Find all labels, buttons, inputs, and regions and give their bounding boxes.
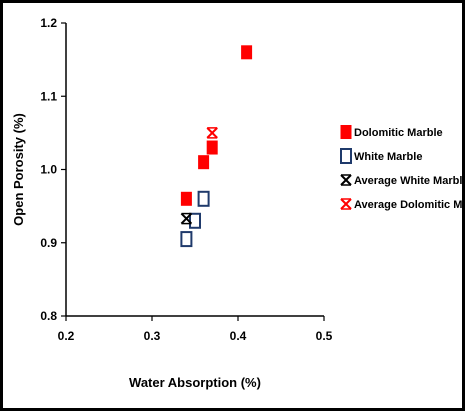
y-tick-label: 1.2 xyxy=(40,16,57,30)
average-white-marble-point xyxy=(180,212,193,225)
x-tick-label: 0.2 xyxy=(58,329,75,343)
x-tick-label: 0.3 xyxy=(144,329,161,343)
white-marble-point xyxy=(189,212,201,229)
white-marble-point xyxy=(180,231,193,248)
dolomitic-marble-point xyxy=(180,191,192,206)
x-tick-label: 0.5 xyxy=(316,329,333,343)
y-tick-label: 1.1 xyxy=(40,89,57,103)
x-axis-title: Water Absorption (%) xyxy=(129,375,261,390)
legend: Dolomitic Marble White Marble Average Whit… xyxy=(340,125,462,211)
y-tick-label: 0.8 xyxy=(40,309,57,323)
white-marble-point xyxy=(197,190,210,207)
legend-label-average-white-marble: Average White Marble xyxy=(354,175,462,187)
legend-marker-dolomitic-marble xyxy=(340,125,352,139)
dolomitic-marble-point xyxy=(241,45,253,60)
x-tick-label: 0.4 xyxy=(230,329,247,343)
data-points xyxy=(180,45,253,248)
legend-label-white-marble: White Marble xyxy=(354,151,422,163)
y-tick-label: 0.9 xyxy=(40,236,57,250)
legend-marker-white-marble xyxy=(340,148,352,164)
legend-label-average-dolomitic-marble: Average Dolomitic Marble xyxy=(354,199,462,211)
average-dolomitic-marble-point xyxy=(206,127,218,139)
scatter-chart: 0.2 0.3 0.4 0.5 0.8 0.9 1.0 1.1 1.2 Water Absorp… xyxy=(11,16,462,390)
legend-marker-average-white-marble xyxy=(340,174,352,186)
dolomitic-marble-point xyxy=(198,155,210,170)
y-axis-title: Open Porosity (%) xyxy=(11,113,26,226)
legend-label-dolomitic-marble: Dolomitic Marble xyxy=(354,127,443,139)
axes xyxy=(65,23,324,317)
y-tick-label: 1.0 xyxy=(40,163,57,177)
legend-marker-average-dolomitic-marble xyxy=(340,198,352,210)
ticks: 0.2 0.3 0.4 0.5 0.8 0.9 1.0 1.1 1.2 xyxy=(40,16,332,343)
dolomitic-marble-point xyxy=(206,140,218,155)
